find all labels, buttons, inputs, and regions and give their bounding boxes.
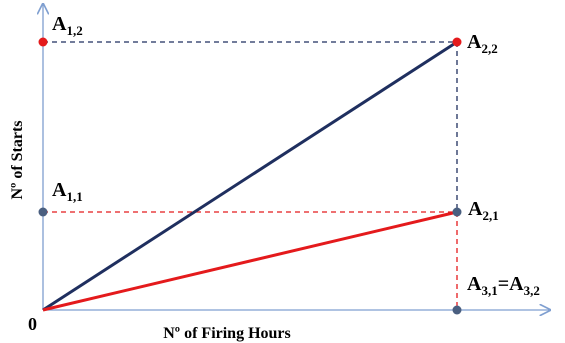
marker-a21: [452, 207, 462, 217]
x-axis-title: Nº of Firing Hours: [163, 325, 291, 342]
label-a31-a32: A3,1=A3,2: [467, 273, 540, 298]
red-diagonal-line: [42, 210, 458, 312]
marker-a12: [38, 37, 48, 47]
y-axis-title: Nº of Starts: [9, 120, 26, 199]
marker-a22: [452, 37, 462, 47]
marker-a31: [452, 305, 462, 315]
label-a12: A1,2: [52, 13, 83, 38]
label-a11: A1,1: [52, 179, 83, 204]
label-a22: A2,2: [467, 31, 498, 56]
label-a21: A2,1: [468, 198, 499, 223]
navy-diagonal-line: [42, 40, 458, 312]
marker-a11: [38, 207, 48, 217]
origin-label: 0: [28, 314, 37, 334]
